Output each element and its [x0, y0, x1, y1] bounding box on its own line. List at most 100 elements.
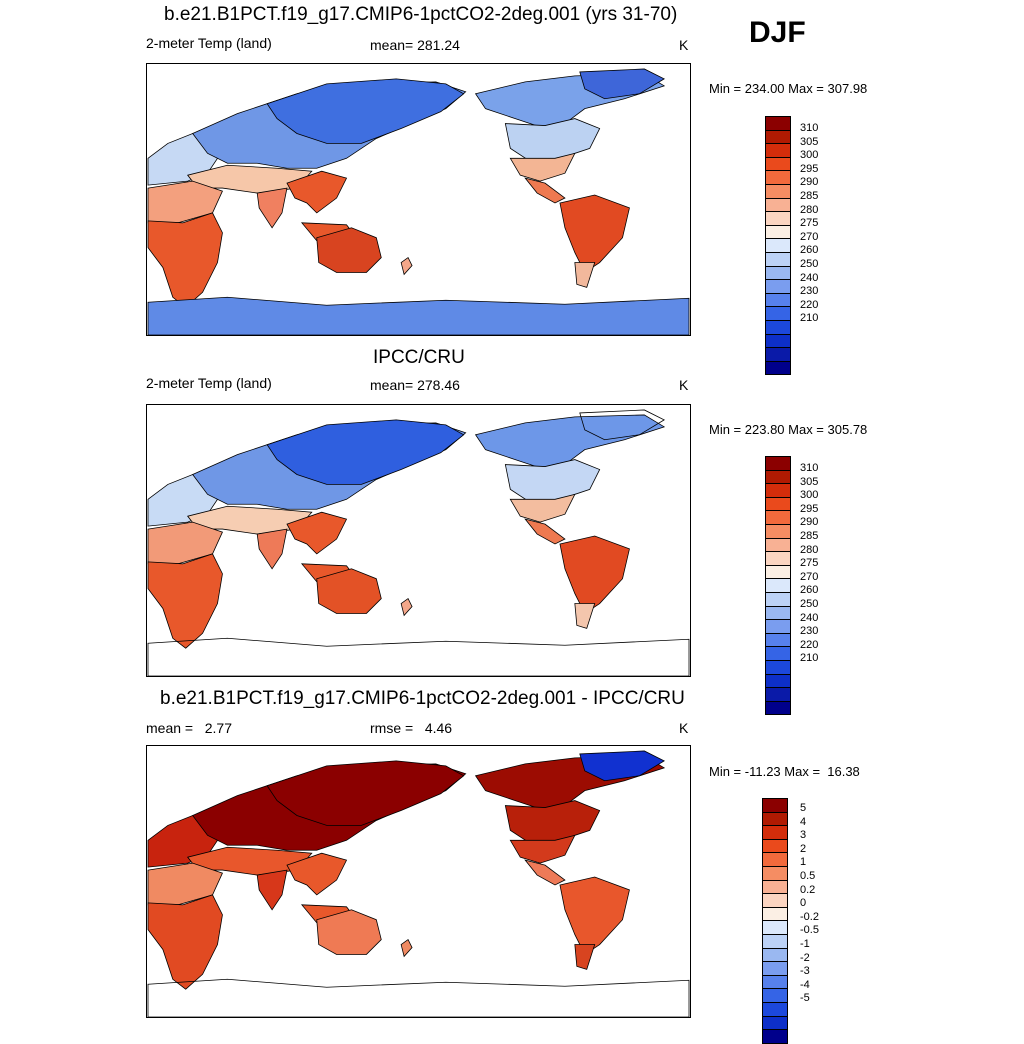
colorbar-swatch	[765, 673, 791, 689]
colorbar-swatch	[765, 632, 791, 648]
land-region-india	[256, 528, 288, 570]
land-region-nz	[400, 597, 413, 617]
land-region-na-mid	[504, 800, 601, 844]
panel2-map-svg	[147, 409, 690, 676]
colorbar-tick-label: 0	[800, 897, 807, 910]
colorbar-swatch	[762, 838, 788, 854]
colorbar-swatch	[765, 456, 791, 471]
panel3-rmse-label: rmse = 4.46	[370, 720, 453, 736]
colorbar-swatch	[765, 592, 791, 607]
land-region-antarctica	[147, 978, 690, 1017]
land-region-na-south	[509, 152, 576, 182]
colorbar-swatch	[762, 906, 788, 922]
colorbar-swatch	[762, 1002, 788, 1017]
colorbar-tick-label: 280	[800, 543, 819, 556]
colorbar-swatch	[762, 879, 788, 895]
panel1-variable-label: 2-meter Temp (land)	[146, 35, 272, 51]
land-region-siberia	[266, 760, 465, 826]
colorbar-swatch	[765, 170, 791, 185]
colorbar-tick-label: 3	[800, 829, 807, 842]
colorbar-tick-label: 275	[800, 217, 819, 230]
colorbar-swatch	[765, 564, 791, 580]
colorbar-tick-label: 305	[800, 475, 819, 488]
colorbar-tick-label: 305	[800, 135, 819, 148]
colorbar-tick-label: 275	[800, 557, 819, 570]
colorbar-swatch	[762, 961, 788, 976]
colorbar-swatch	[762, 811, 788, 827]
land-region-nz	[400, 256, 413, 276]
colorbar-swatch	[762, 1029, 788, 1044]
colorbar-tick-label: 285	[800, 190, 819, 202]
panel2-title: IPCC/CRU	[373, 347, 465, 368]
colorbar-tick-label: -0.2	[800, 910, 819, 923]
colorbar-swatch	[765, 224, 791, 240]
land-region-australia	[316, 568, 382, 614]
colorbar-tick-label: 260	[800, 244, 819, 257]
panel2-map	[146, 404, 691, 677]
colorbar-tick-label: 295	[800, 162, 819, 175]
colorbar-tick-label: 2	[800, 842, 807, 855]
land-region-antarctica	[147, 296, 690, 335]
colorbar-tick-label: 285	[800, 530, 819, 542]
land-region-siberia	[266, 419, 465, 485]
panel3-mean-label: mean = 2.77	[146, 720, 233, 736]
panel3-minmax: Min = -11.23 Max = 16.38	[709, 764, 860, 779]
land-region-south-am	[559, 535, 630, 615]
colorbar-tick-label: 250	[800, 258, 819, 270]
colorbar-swatch	[765, 184, 791, 199]
panel1-units: K	[679, 37, 689, 53]
colorbar-tick-label: 5	[800, 802, 807, 814]
colorbar-swatch	[762, 947, 788, 963]
land-region-nz	[400, 938, 413, 958]
colorbar-swatch	[765, 578, 791, 593]
land-region-patagonia	[574, 262, 596, 288]
colorbar-swatch	[765, 265, 791, 281]
panel3-units: K	[679, 720, 689, 736]
land-region-africa	[147, 553, 223, 649]
land-region-na-north	[474, 414, 666, 470]
colorbar-swatch	[765, 660, 791, 675]
panel2-colorbar	[765, 456, 791, 716]
colorbar-swatch	[762, 988, 788, 1003]
colorbar-tick-label: 230	[800, 625, 819, 638]
colorbar-swatch	[765, 646, 791, 661]
colorbar-swatch	[765, 510, 791, 525]
colorbar-tick-label: 240	[800, 611, 819, 624]
panel3-colorbar	[762, 798, 788, 1044]
colorbar-swatch	[765, 469, 791, 485]
colorbar-swatch	[765, 129, 791, 145]
colorbar-swatch	[765, 143, 791, 158]
panel1-title: b.e21.B1PCT.f19_g17.CMIP6-1pctCO2-2deg.0…	[164, 4, 678, 25]
land-region-greenland	[579, 409, 666, 441]
colorbar-tick-label: 4	[800, 815, 807, 828]
colorbar-swatch	[765, 551, 791, 566]
colorbar-swatch	[765, 687, 791, 702]
colorbar-tick-label: -0.5	[800, 924, 819, 937]
colorbar-tick-label: 210	[800, 652, 819, 665]
season-label: DJF	[749, 16, 806, 49]
land-region-australia	[316, 909, 382, 955]
panel2-mean-label: mean= 278.46	[370, 377, 460, 393]
land-region-patagonia	[574, 603, 596, 629]
colorbar-swatch	[765, 333, 791, 349]
colorbar-swatch	[765, 320, 791, 335]
land-region-central-am	[524, 518, 566, 545]
colorbar-tick-label: -5	[800, 992, 810, 1005]
colorbar-swatch	[762, 852, 788, 867]
colorbar-swatch	[765, 496, 791, 512]
panel3-map-svg	[147, 750, 690, 1017]
panel1-minmax: Min = 234.00 Max = 307.98	[709, 81, 868, 96]
land-region-na-south	[509, 834, 576, 864]
land-region-india	[256, 187, 288, 229]
land-region-south-am	[559, 876, 630, 956]
colorbar-swatch	[765, 605, 791, 621]
panel1-colorbar	[765, 116, 791, 376]
land-region-siberia	[266, 78, 465, 144]
colorbar-swatch	[765, 116, 791, 131]
colorbar-swatch	[762, 1015, 788, 1031]
colorbar-swatch	[762, 893, 788, 908]
colorbar-swatch	[765, 700, 791, 716]
colorbar-swatch	[765, 252, 791, 267]
colorbar-tick-label: 300	[800, 489, 819, 502]
colorbar-swatch	[762, 866, 788, 881]
